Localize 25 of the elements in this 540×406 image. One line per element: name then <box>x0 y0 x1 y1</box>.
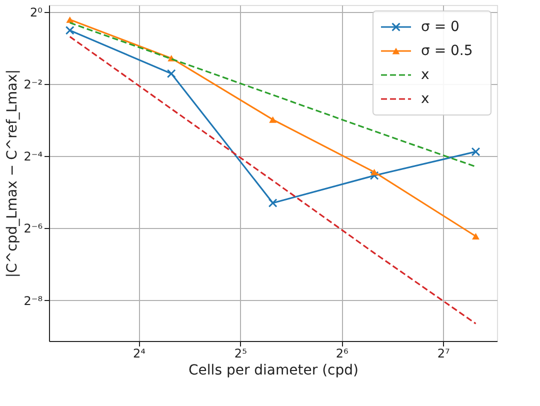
legend-label: x <box>421 67 430 83</box>
legend-label: x <box>421 91 430 107</box>
x-tick-label: 2⁶ <box>336 346 349 360</box>
x-axis-title: Cells per diameter (cpd) <box>188 362 358 378</box>
y-tick-label: 2⁰ <box>30 5 43 20</box>
y-tick-label: 2⁻⁴ <box>24 150 43 164</box>
point <box>472 233 480 240</box>
x-tick-label: 2⁷ <box>437 346 450 360</box>
y-axis-title: |C^cpd_Lmax − C^ref_Lmax| <box>4 69 21 278</box>
point <box>166 69 176 78</box>
y-tick-label: 2⁻² <box>24 77 43 92</box>
point <box>65 26 74 35</box>
legend-label: σ = 0 <box>421 19 460 35</box>
x-tick-label: 2⁴ <box>132 346 146 360</box>
point <box>268 198 278 208</box>
x-tick-label: 2⁵ <box>234 346 248 360</box>
point <box>370 168 378 176</box>
y-tick-label: 2⁻⁶ <box>24 222 43 236</box>
point <box>370 171 379 180</box>
point <box>471 147 480 156</box>
point <box>66 16 74 23</box>
point <box>269 116 277 123</box>
line-series <box>69 36 477 324</box>
y-tick-label: 2⁻⁸ <box>24 294 43 308</box>
legend-label: σ = 0.5 <box>421 43 473 59</box>
